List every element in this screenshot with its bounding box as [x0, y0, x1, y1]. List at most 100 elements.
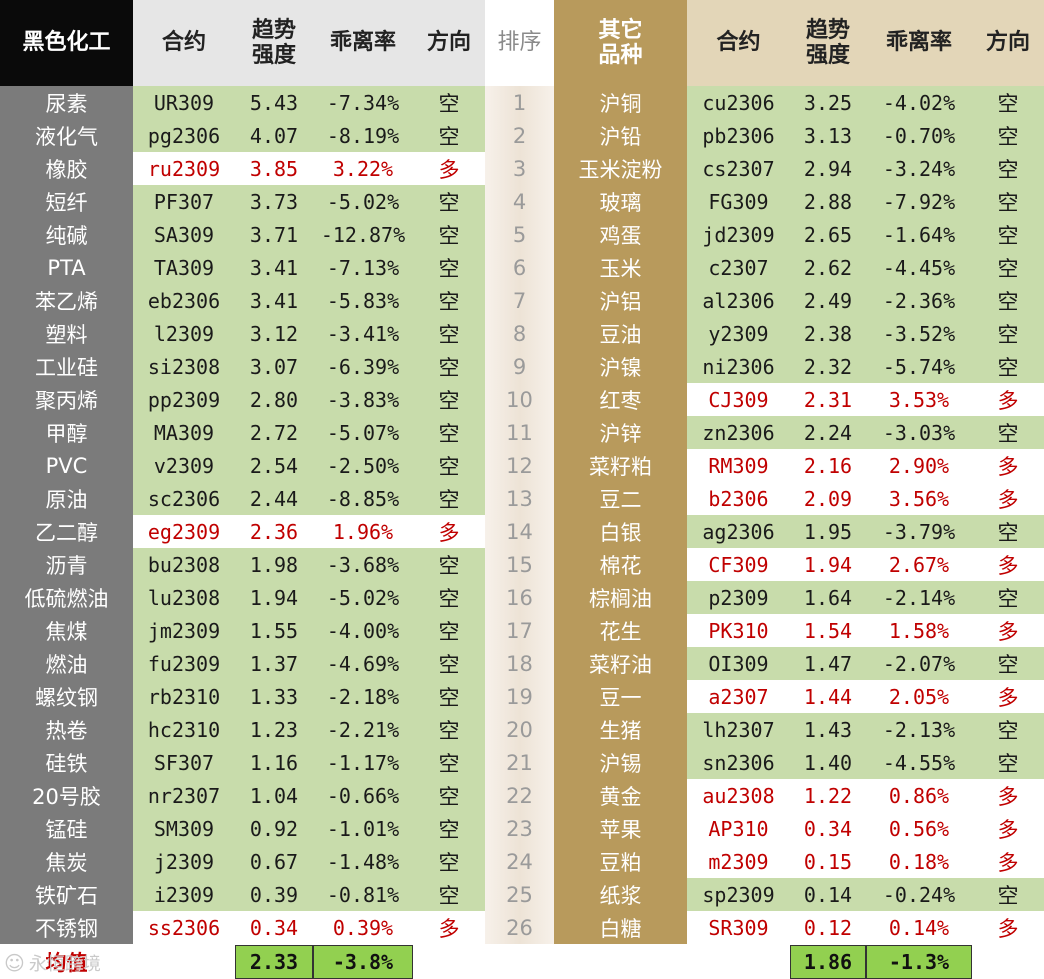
left-row-deviation: -0.81%	[313, 878, 413, 911]
right-row-contract: lh2307	[687, 713, 790, 746]
right-row-deviation: 0.56%	[866, 812, 972, 845]
left-row-direction: 空	[413, 449, 485, 482]
right-row-strength: 2.88	[790, 185, 866, 218]
right-row-strength: 2.16	[790, 449, 866, 482]
left-row-direction: 空	[413, 812, 485, 845]
right-row-contract: ni2306	[687, 350, 790, 383]
left-row-name: 20号胶	[0, 779, 133, 812]
right-row-name: 沪锌	[554, 416, 687, 449]
right-row-name: 白糖	[554, 911, 687, 944]
left-row-direction: 空	[413, 251, 485, 284]
average-blank-left-direction	[413, 945, 485, 979]
right-row-contract: p2309	[687, 581, 790, 614]
right-row-direction: 多	[972, 812, 1044, 845]
left-row-contract: SM309	[133, 812, 235, 845]
right-row-direction: 多	[972, 614, 1044, 647]
left-row-contract: eb2306	[133, 284, 235, 317]
right-row-deviation: 2.67%	[866, 548, 972, 581]
left-row-direction: 空	[413, 185, 485, 218]
right-row-contract: a2307	[687, 680, 790, 713]
right-row-direction: 空	[972, 416, 1044, 449]
right-row-name: 玉米	[554, 251, 687, 284]
right-row-direction: 空	[972, 350, 1044, 383]
left-row-deviation: -2.21%	[313, 713, 413, 746]
right-row-strength: 0.34	[790, 812, 866, 845]
right-row-name: 沪铜	[554, 86, 687, 119]
right-row-contract: cu2306	[687, 86, 790, 119]
right-row-contract: CJ309	[687, 383, 790, 416]
left-row-name: 燃油	[0, 647, 133, 680]
right-row-contract: pb2306	[687, 119, 790, 152]
left-row-direction: 多	[413, 152, 485, 185]
right-row-contract: c2307	[687, 251, 790, 284]
average-label: 均值	[0, 945, 133, 979]
right-row-name: 玻璃	[554, 185, 687, 218]
left-row-name: 苯乙烯	[0, 284, 133, 317]
header-right-trend: 趋势 强度	[790, 0, 866, 86]
right-row-contract: RM309	[687, 449, 790, 482]
right-row-direction: 多	[972, 680, 1044, 713]
header-left-group: 黑色化工	[0, 0, 133, 86]
left-row-contract: v2309	[133, 449, 235, 482]
rank-cell: 23	[485, 812, 554, 845]
left-row-direction: 空	[413, 845, 485, 878]
right-row-name: 花生	[554, 614, 687, 647]
header-left-group-text: 黑色化工	[22, 30, 111, 56]
left-row-name: 塑料	[0, 317, 133, 350]
right-row-deviation: -1.64%	[866, 218, 972, 251]
left-row-contract: ru2309	[133, 152, 235, 185]
right-row-deviation: -4.02%	[866, 86, 972, 119]
left-row-direction: 空	[413, 647, 485, 680]
left-row-strength: 1.04	[235, 779, 313, 812]
left-row-deviation: -5.02%	[313, 581, 413, 614]
left-row-name: 低硫燃油	[0, 581, 133, 614]
right-row-deviation: -4.55%	[866, 746, 972, 779]
right-row-strength: 1.47	[790, 647, 866, 680]
left-row-contract: SF307	[133, 746, 235, 779]
right-row-strength: 2.49	[790, 284, 866, 317]
left-row-strength: 1.55	[235, 614, 313, 647]
left-row-strength: 3.73	[235, 185, 313, 218]
right-row-strength: 1.43	[790, 713, 866, 746]
right-row-deviation: -4.45%	[866, 251, 972, 284]
left-row-direction: 空	[413, 680, 485, 713]
right-row-direction: 空	[972, 878, 1044, 911]
left-row-strength: 5.43	[235, 86, 313, 119]
right-row-direction: 多	[972, 482, 1044, 515]
right-row-direction: 多	[972, 383, 1044, 416]
left-row-deviation: -2.50%	[313, 449, 413, 482]
right-row-name: 棕榈油	[554, 581, 687, 614]
left-row-name: 铁矿石	[0, 878, 133, 911]
left-row-contract: PF307	[133, 185, 235, 218]
rank-cell: 9	[485, 350, 554, 383]
left-row-direction: 空	[413, 581, 485, 614]
left-row-name: 甲醇	[0, 416, 133, 449]
right-row-strength: 1.95	[790, 515, 866, 548]
right-row-deviation: 1.58%	[866, 614, 972, 647]
right-row-deviation: 3.53%	[866, 383, 972, 416]
right-row-strength: 2.38	[790, 317, 866, 350]
right-row-strength: 3.13	[790, 119, 866, 152]
header-right-contract: 合约	[687, 0, 790, 86]
right-row-deviation: 3.56%	[866, 482, 972, 515]
right-row-name: 豆油	[554, 317, 687, 350]
left-row-contract: jm2309	[133, 614, 235, 647]
right-row-deviation: -2.14%	[866, 581, 972, 614]
rank-cell: 8	[485, 317, 554, 350]
left-row-direction: 多	[413, 911, 485, 944]
right-row-deviation: -2.13%	[866, 713, 972, 746]
header-left-trend: 趋势 强度	[235, 0, 313, 86]
right-row-name: 菜籽粕	[554, 449, 687, 482]
right-row-strength: 2.94	[790, 152, 866, 185]
left-row-strength: 3.71	[235, 218, 313, 251]
average-left-strength: 2.33	[235, 945, 313, 979]
right-row-deviation: -7.92%	[866, 185, 972, 218]
left-row-deviation: -3.83%	[313, 383, 413, 416]
left-row-strength: 1.37	[235, 647, 313, 680]
rank-cell: 14	[485, 515, 554, 548]
left-row-contract: i2309	[133, 878, 235, 911]
left-row-direction: 空	[413, 482, 485, 515]
header-left-deviation-text: 乖离率	[329, 30, 396, 56]
right-row-strength: 2.62	[790, 251, 866, 284]
rank-cell: 13	[485, 482, 554, 515]
